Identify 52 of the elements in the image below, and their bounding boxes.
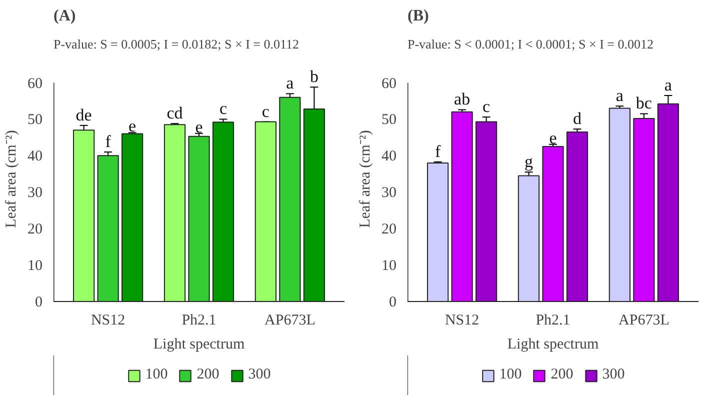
legend-label: 300 xyxy=(602,366,625,384)
x-axis-title: Light spectrum xyxy=(507,336,599,352)
data-label: bc xyxy=(636,94,652,113)
chart-title: (A) xyxy=(54,8,76,24)
y-tick-label: 60 xyxy=(382,76,396,92)
data-label: a xyxy=(616,86,624,106)
chart-title: (B) xyxy=(408,8,429,24)
data-label: b xyxy=(310,67,318,86)
chart-subtitle: P-value: S = 0.0005; I = 0.0182; S × I = 0.0112 xyxy=(54,36,300,52)
x-tick-label: AP673L xyxy=(618,312,670,328)
legend-label: 100 xyxy=(145,366,168,384)
y-tick-label: 0 xyxy=(389,294,396,310)
data-label: e xyxy=(128,116,136,136)
legend-label: 100 xyxy=(499,366,522,384)
y-tick-label: 10 xyxy=(382,258,396,274)
data-label: f xyxy=(105,132,112,152)
x-tick-label: Ph2.1 xyxy=(536,312,570,328)
y-tick-label: 50 xyxy=(382,112,396,128)
data-label: c xyxy=(482,97,491,116)
y-tick-label: 20 xyxy=(28,222,42,238)
data-label: e xyxy=(195,117,203,136)
data-label: c xyxy=(262,102,270,121)
data-label: a xyxy=(664,76,672,95)
legend-label: 300 xyxy=(248,366,271,384)
y-tick-label: 40 xyxy=(382,148,396,165)
y-tick-label: 50 xyxy=(28,112,42,128)
legend-label: 200 xyxy=(196,366,220,384)
data-label: de xyxy=(76,105,92,124)
x-tick-label: Ph2.1 xyxy=(182,312,216,328)
x-tick-label: NS12 xyxy=(90,312,126,328)
y-tick-label: 40 xyxy=(28,148,42,165)
y-tick-label: 20 xyxy=(382,222,396,238)
data-label: c xyxy=(219,99,228,118)
data-label: f xyxy=(434,142,441,161)
y-axis-title: Leaf area (cm⁻²) xyxy=(4,130,20,228)
x-axis-title: Light spectrum xyxy=(153,336,245,352)
y-tick-label: 10 xyxy=(28,258,42,274)
chart-subtitle: P-value: S < 0.0001; I < 0.0001; S × I = 0.0012 xyxy=(408,36,654,52)
x-tick-label: NS12 xyxy=(444,312,480,328)
y-tick-label: 0 xyxy=(35,294,42,310)
y-tick-label: 30 xyxy=(28,185,42,202)
data-label: a xyxy=(286,74,294,93)
data-label: e xyxy=(549,128,557,148)
data-label: d xyxy=(573,109,582,128)
y-axis-title: Leaf area (cm⁻²) xyxy=(358,130,374,228)
data-label: g xyxy=(524,152,534,172)
data-label: cd xyxy=(166,104,184,123)
y-tick-label: 60 xyxy=(28,76,42,92)
legend-label: 200 xyxy=(550,366,574,384)
x-tick-label: AP673L xyxy=(264,312,316,328)
data-label: ab xyxy=(454,90,470,109)
y-tick-label: 30 xyxy=(382,185,396,202)
